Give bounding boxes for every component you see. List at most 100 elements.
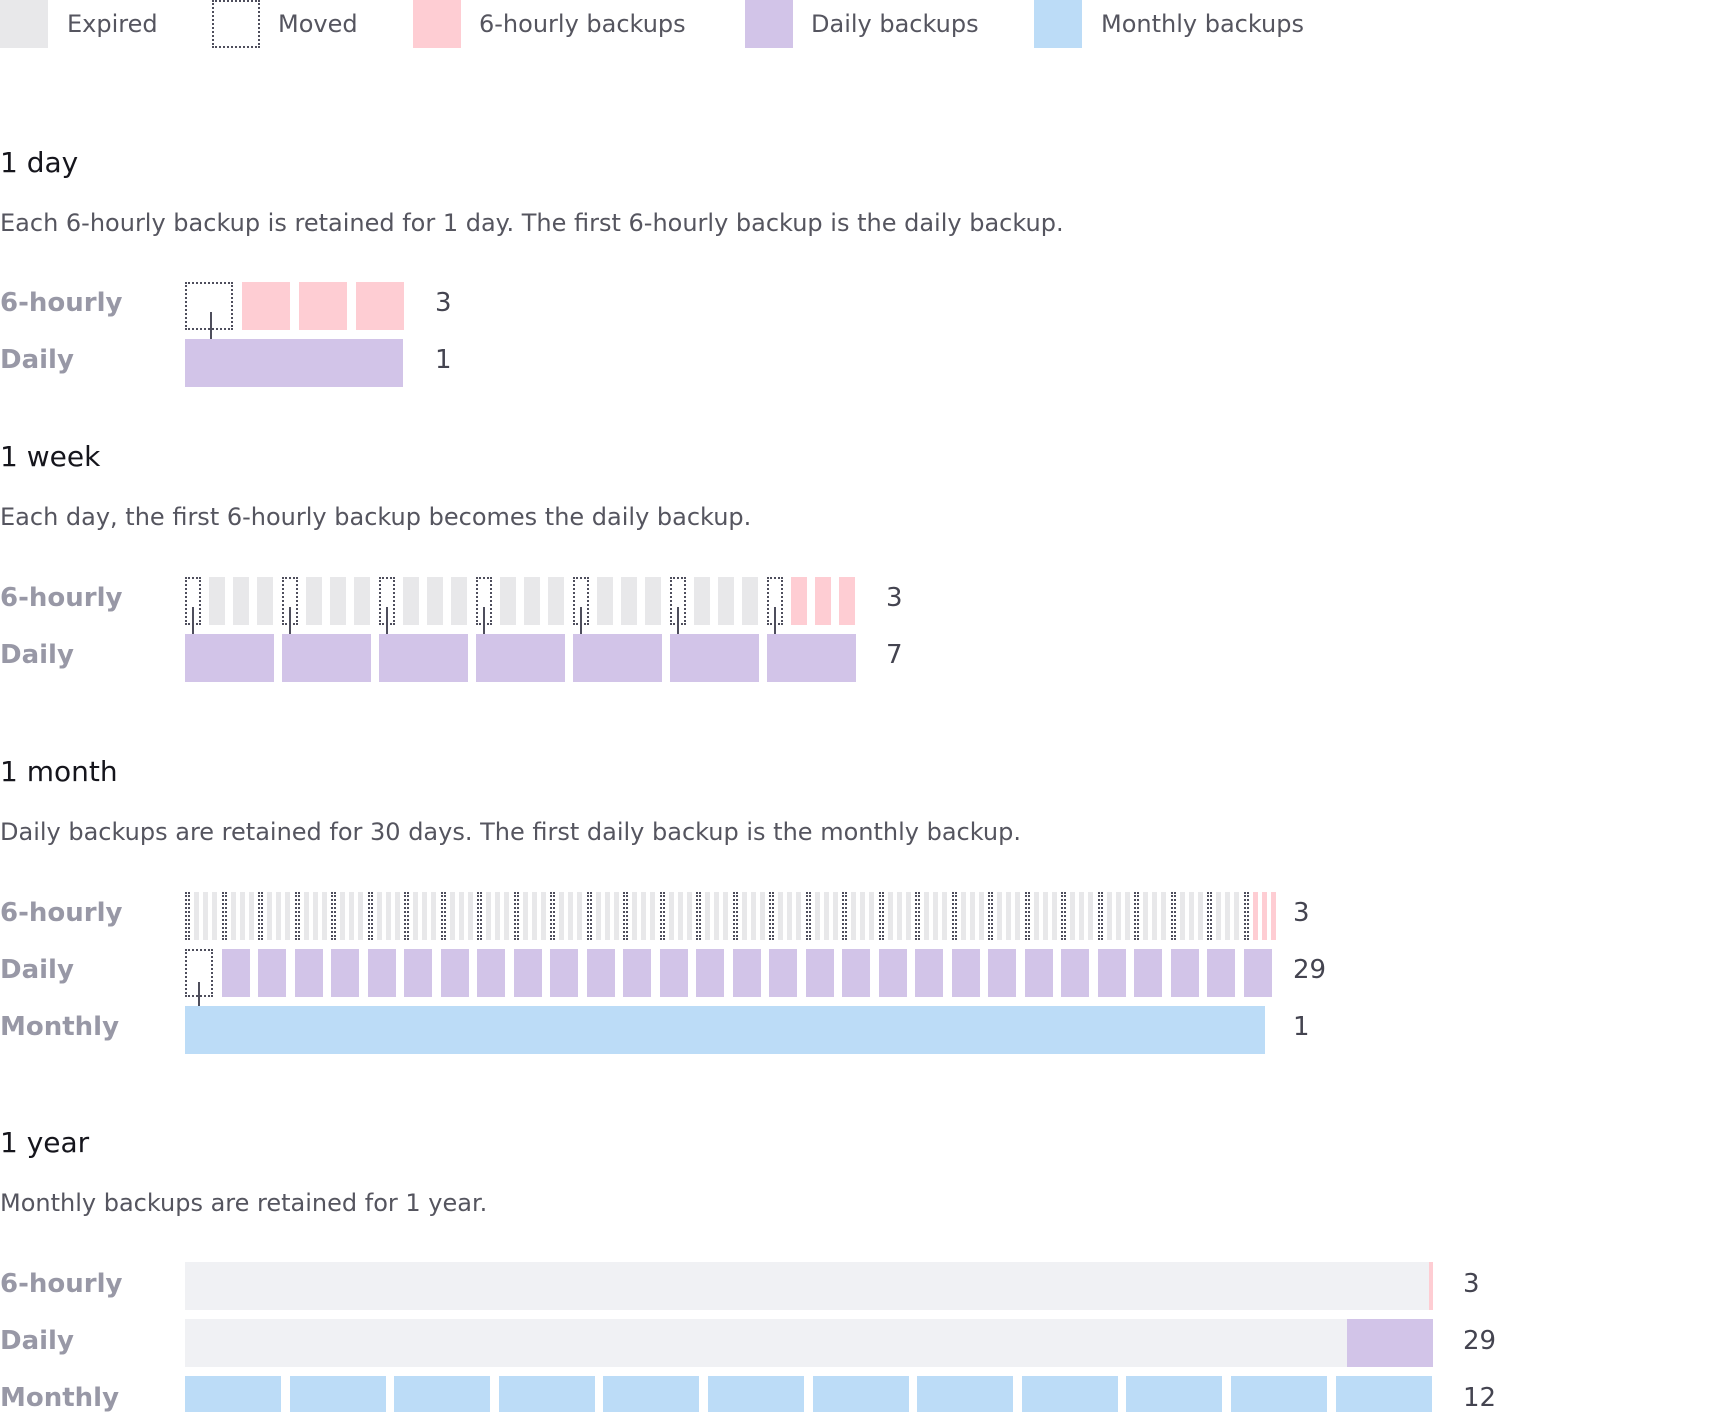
row-count: 1 [1293,1012,1310,1042]
daily-swatch [745,0,793,48]
daily-block [221,949,250,997]
section-title: 1 month [0,755,118,788]
moved-block [951,892,957,940]
expired-block [531,892,537,940]
expired-block [451,577,467,625]
daily-block [1134,949,1162,997]
daily-block [1207,949,1235,997]
expired-block [354,577,370,625]
row-label-daily: Daily [0,345,74,375]
expired-block [969,892,975,940]
monthly-swatch [1034,0,1082,48]
expired-block [787,892,793,940]
expired-block [621,577,637,625]
moved-block [294,892,300,940]
expired-block [330,577,346,625]
expired-block [1197,892,1203,940]
hourly-block [791,577,807,625]
row-count: 3 [886,583,903,613]
expired-block [905,892,911,940]
daily-block [1347,1319,1433,1367]
row-label-daily: Daily [0,955,74,985]
row-label-daily: Daily [0,640,74,670]
move-arrow [769,607,781,644]
expired-block [500,577,516,625]
monthly-block [498,1376,595,1412]
monthly-block [1335,1376,1432,1412]
moved-block [1134,892,1139,940]
expired-block [750,892,756,940]
daily-block [1097,949,1126,997]
expired-block [431,892,437,940]
expired-block [1152,892,1158,940]
hourly-swatch [413,0,461,48]
move-arrow [575,607,587,644]
expired-block [321,892,327,940]
daily-block [367,949,396,997]
moved-block [732,892,738,940]
expired-block [285,892,291,940]
daily-block [294,949,323,997]
monthly-block [708,1376,804,1412]
expired-block [194,892,200,940]
hourly-block [299,282,347,330]
row-label-6-hourly: 6-hourly [0,583,123,613]
moved-block [1207,892,1212,940]
expired-block [759,892,765,940]
daily-block [282,634,371,682]
expired-block [495,892,501,940]
moved-block [221,892,227,940]
expired-block [869,892,875,940]
row-count: 7 [886,640,903,670]
moved-block [915,892,920,940]
daily-block [670,634,759,682]
expired-block [942,892,948,940]
daily-block [988,949,1016,997]
expired-block [1106,892,1112,940]
track-6-hourly [185,577,855,644]
expired-block [504,892,510,940]
move-arrow [187,607,199,644]
monthly-block [1126,1376,1223,1412]
moved-block [185,892,190,940]
row-count: 1 [435,345,452,375]
daily-block [331,949,359,997]
expired-block [349,892,355,940]
section-description: Each day, the first 6-hourly backup beco… [0,503,752,531]
expired-block [741,892,747,940]
expired-block [714,892,720,940]
expired-block [645,577,661,625]
move-arrow [672,607,684,644]
expired-block [677,892,683,940]
expired-block [548,577,564,625]
hourly-block [839,577,855,625]
moved-block [1170,892,1176,940]
expired-block [1216,892,1222,940]
expired-block [723,892,729,940]
section-description: Daily backups are retained for 30 days. … [0,818,1021,846]
expired-block [1143,892,1149,940]
row-count: 12 [1463,1383,1497,1413]
row-label-monthly: Monthly [0,1012,120,1042]
expired-block [1225,892,1231,940]
expired-block [233,577,249,625]
expired-block [705,892,711,940]
expired-block [559,892,565,940]
expired-block [1051,892,1057,940]
expired-block [248,892,254,940]
expired-block [203,892,209,940]
hourly-block [1252,892,1258,940]
expired-block [312,892,318,940]
expired-block [212,892,218,940]
row-count: 29 [1463,1326,1497,1356]
moved-block [1243,892,1249,940]
track-daily [185,1319,1433,1367]
daily-block [842,949,870,997]
expired-block [613,892,619,940]
expired-block [230,892,236,940]
legend: Expired Moved 6-hourly backups Daily bac… [0,0,1400,48]
expired-block [1015,892,1021,940]
expired-block [742,577,758,625]
track-6-hourly [185,1262,1433,1310]
expired-block [1188,892,1194,940]
